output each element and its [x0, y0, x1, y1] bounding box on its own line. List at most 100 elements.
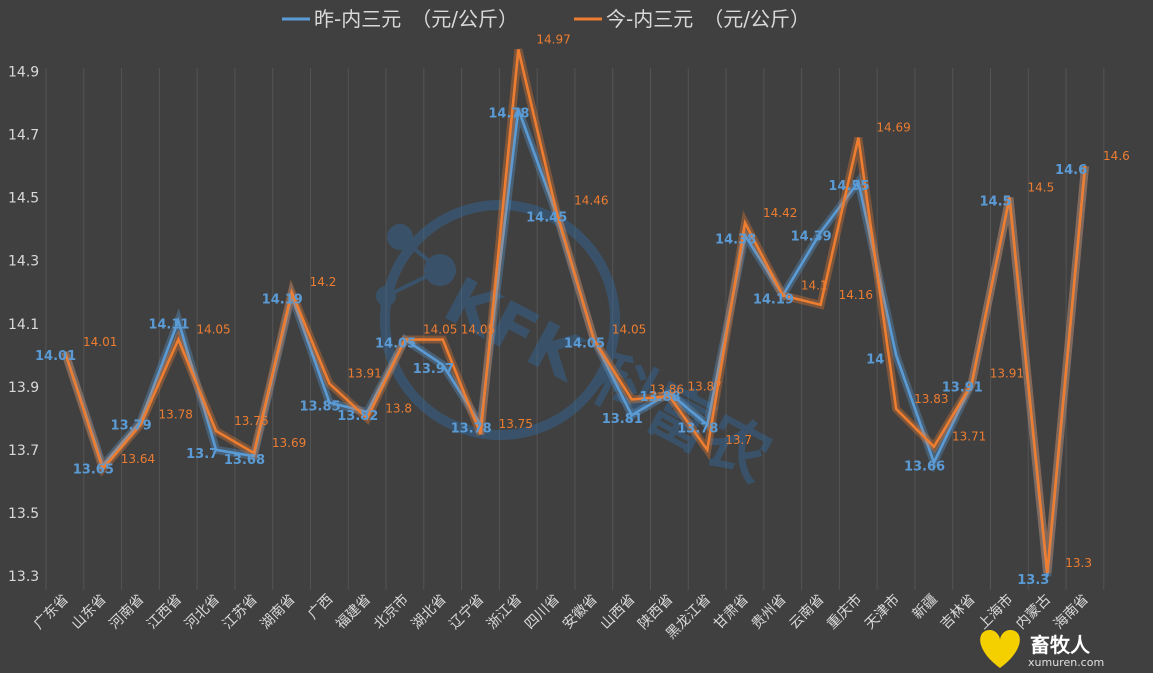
data-label: 14.55	[828, 179, 869, 194]
brand-name: 畜牧人	[1030, 633, 1091, 657]
data-label: 14.45	[526, 210, 567, 225]
y-tick-label: 14.7	[8, 128, 39, 144]
data-label: 13.3	[1065, 556, 1092, 570]
data-label: 14.5	[1028, 181, 1055, 195]
data-label: 14.05	[423, 323, 457, 337]
x-tick-label: 湖北省	[409, 592, 450, 633]
data-label: 13.3	[1017, 573, 1049, 588]
x-tick-label: 江苏省	[220, 592, 261, 633]
data-label: 14.5	[980, 195, 1012, 210]
data-label: 13.68	[224, 453, 265, 468]
x-tick-label: 四川省	[522, 592, 563, 633]
data-label: 14.05	[564, 337, 605, 352]
x-tick-label: 辽宁省	[446, 591, 488, 633]
watermark-link	[398, 235, 442, 272]
watermark-node-icon	[424, 254, 456, 286]
data-label: 13.8	[385, 401, 412, 415]
data-label: 13.78	[451, 422, 492, 437]
data-label: 13.65	[73, 463, 114, 478]
x-tick-label: 江西省	[144, 592, 185, 633]
x-tick-label: 福建省	[333, 592, 374, 633]
watermark-ring	[380, 200, 620, 440]
y-tick-label: 13.3	[8, 569, 39, 585]
data-label: 13.86	[650, 382, 684, 396]
data-label: 13.7	[186, 447, 218, 462]
watermark-node-icon	[387, 224, 413, 250]
data-label: 13.76	[234, 414, 268, 428]
data-label: 14.42	[763, 206, 797, 220]
y-tick-label: 13.9	[8, 380, 39, 396]
series-lines	[61, 48, 1090, 577]
data-label: 14.69	[876, 121, 910, 135]
data-label: 13.64	[121, 452, 155, 466]
data-label: 13.91	[347, 367, 381, 381]
y-tick-label: 14.9	[8, 65, 39, 81]
data-label: 13.91	[942, 381, 983, 396]
data-label: 14.46	[574, 193, 608, 207]
x-tick-label: 内蒙古	[1013, 592, 1054, 633]
data-label: 13.97	[413, 362, 454, 377]
x-tick-label: 广东省	[31, 592, 72, 633]
y-tick-label: 14.3	[8, 254, 39, 270]
x-tick-label: 河南省	[106, 592, 147, 633]
data-label: 14.01	[83, 335, 117, 349]
legend-label: 昨-内三元 （元/公斤）	[314, 7, 518, 31]
data-label: 14.05	[196, 323, 230, 337]
x-tick-label: 重庆市	[823, 591, 865, 633]
x-tick-label: 贵州省	[749, 592, 790, 633]
data-label: 13.7	[725, 433, 752, 447]
data-label: 14.16	[839, 288, 873, 302]
y-tick-label: 13.5	[8, 506, 39, 522]
x-tick-label: 浙江省	[484, 592, 525, 633]
data-label: 14.38	[715, 232, 756, 247]
x-tick-label: 北京市	[370, 591, 412, 633]
x-tick-label: 天津市	[861, 591, 903, 633]
data-label: 13.69	[272, 436, 306, 450]
legend: 昨-内三元 （元/公斤） 今-内三元 （元/公斤）	[282, 7, 810, 31]
x-tick-label: 云南省	[786, 592, 827, 633]
watermark-node-icon	[376, 286, 396, 306]
y-tick-label: 14.1	[8, 317, 39, 333]
data-label: 13.82	[337, 409, 378, 424]
data-label: 14.05	[461, 323, 495, 337]
y-tick-label: 13.7	[8, 443, 39, 459]
data-label: 14.39	[791, 229, 832, 244]
data-label: 14.1	[801, 278, 828, 292]
data-label: 13.88	[639, 390, 680, 405]
x-tick-label: 湖南省	[257, 592, 298, 633]
x-tick-label: 安徽省	[560, 592, 601, 633]
data-label: 14.11	[148, 318, 189, 333]
data-label: 13.81	[602, 412, 643, 427]
brand-logo: 畜牧人 xumuren.com	[980, 630, 1104, 669]
data-label: 13.71	[952, 430, 986, 444]
data-label: 14.05	[375, 337, 416, 352]
data-label: 14	[866, 352, 884, 367]
data-label: 14.19	[753, 292, 794, 307]
watermark-link	[385, 268, 441, 298]
data-label: 13.78	[159, 408, 193, 422]
data-label: 13.83	[914, 392, 948, 406]
data-label: 13.78	[677, 422, 718, 437]
y-axis-ticks: 13.3 13.5 13.7 13.9 14.1 14.3 14.5 14.7 14.9	[8, 65, 39, 585]
data-label: 14.2	[310, 275, 337, 289]
heart-icon	[980, 630, 1020, 668]
data-label: 14.97	[536, 32, 570, 46]
data-label: 14.6	[1055, 163, 1087, 178]
x-tick-label: 新疆	[910, 592, 941, 623]
brand-url: xumuren.com	[1028, 656, 1104, 669]
legend-label: 今-内三元 （元/公斤）	[606, 7, 810, 31]
x-tick-label: 广西	[305, 592, 336, 623]
y-tick-label: 14.5	[8, 191, 39, 207]
data-label: 14.01	[35, 349, 76, 364]
gridlines	[45, 68, 1105, 590]
series-line-cur	[63, 49, 1087, 573]
data-label: 14.78	[488, 106, 529, 121]
data-label: 13.85	[299, 400, 340, 415]
data-label: 13.75	[499, 417, 533, 431]
x-tick-label: 河北省	[182, 592, 223, 633]
data-label: 14.05	[612, 323, 646, 337]
x-tick-label: 山西省	[598, 592, 639, 633]
